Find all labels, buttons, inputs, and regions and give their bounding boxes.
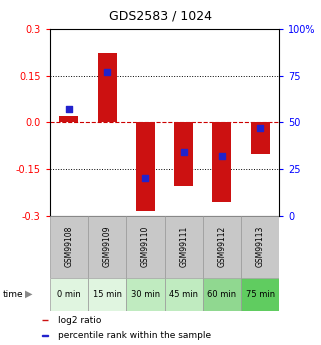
- Bar: [164, 278, 203, 310]
- Bar: [212, 122, 231, 201]
- Bar: [126, 216, 164, 278]
- Point: [105, 69, 110, 75]
- Bar: [241, 216, 279, 278]
- Bar: [50, 216, 88, 278]
- Bar: [42, 320, 48, 321]
- Bar: [88, 278, 126, 310]
- Bar: [203, 278, 241, 310]
- Point: [219, 153, 224, 159]
- Text: time: time: [3, 289, 24, 299]
- Text: GSM99110: GSM99110: [141, 226, 150, 267]
- Bar: [88, 216, 126, 278]
- Bar: [59, 116, 78, 122]
- Bar: [251, 122, 270, 154]
- Text: GSM99112: GSM99112: [217, 226, 226, 267]
- Text: GSM99109: GSM99109: [103, 226, 112, 267]
- Text: log2 ratio: log2 ratio: [57, 316, 101, 325]
- Bar: [42, 335, 48, 336]
- Text: 0 min: 0 min: [57, 289, 81, 299]
- Text: 60 min: 60 min: [207, 289, 237, 299]
- Text: GSM99108: GSM99108: [65, 226, 74, 267]
- Point: [181, 149, 186, 155]
- Bar: [136, 122, 155, 211]
- Bar: [126, 278, 164, 310]
- Text: 75 min: 75 min: [246, 289, 275, 299]
- Point: [257, 125, 263, 131]
- Text: 30 min: 30 min: [131, 289, 160, 299]
- Bar: [50, 278, 88, 310]
- Bar: [98, 52, 117, 122]
- Text: GSM99113: GSM99113: [256, 226, 265, 267]
- Point: [66, 107, 72, 112]
- Bar: [174, 122, 193, 186]
- Text: ▶: ▶: [25, 289, 33, 299]
- Text: percentile rank within the sample: percentile rank within the sample: [57, 331, 211, 340]
- Point: [143, 176, 148, 181]
- Text: 45 min: 45 min: [169, 289, 198, 299]
- Text: 15 min: 15 min: [93, 289, 122, 299]
- Text: GSM99111: GSM99111: [179, 226, 188, 267]
- Bar: [203, 216, 241, 278]
- Bar: [241, 278, 279, 310]
- Text: GDS2583 / 1024: GDS2583 / 1024: [109, 9, 212, 22]
- Bar: [164, 216, 203, 278]
